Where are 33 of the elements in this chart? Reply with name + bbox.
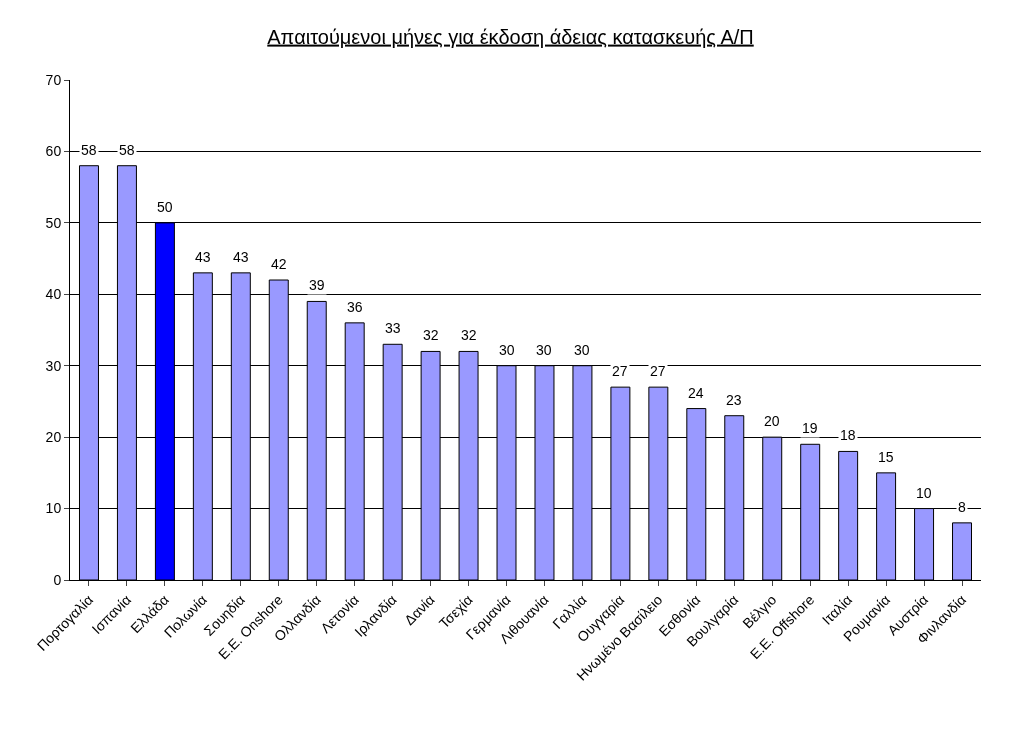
data-label: 8 <box>958 499 966 515</box>
chart-title: Απαιτούμενοι μήνες για έκδοση άδειας κατασκευής Α/Π <box>267 25 754 48</box>
y-tick-label: 30 <box>45 357 62 374</box>
data-label: 50 <box>157 199 173 215</box>
y-tick-label: 0 <box>53 571 62 588</box>
y-tick-label: 50 <box>45 214 62 231</box>
data-label: 42 <box>271 256 287 272</box>
y-tick-label: 40 <box>45 286 62 303</box>
data-label: 58 <box>81 142 97 158</box>
data-label: 10 <box>916 485 932 501</box>
data-label: 43 <box>195 249 211 265</box>
data-label: 36 <box>347 299 363 315</box>
data-label: 15 <box>878 449 894 465</box>
data-label: 27 <box>650 363 666 379</box>
data-label: 33 <box>385 320 401 336</box>
data-label: 39 <box>309 277 325 293</box>
data-label: 27 <box>612 363 628 379</box>
data-label: 24 <box>688 385 704 401</box>
data-label: 18 <box>840 427 856 443</box>
data-label: 43 <box>233 249 249 265</box>
y-tick-label: 70 <box>45 71 62 88</box>
data-label: 30 <box>536 342 552 358</box>
data-label: 30 <box>574 342 590 358</box>
data-label: 20 <box>764 413 780 429</box>
y-tick-label: 20 <box>45 429 62 446</box>
data-label: 23 <box>726 392 742 408</box>
data-label: 32 <box>461 327 477 343</box>
data-label: 32 <box>423 327 439 343</box>
data-label: 19 <box>802 420 818 436</box>
data-label: 58 <box>119 142 135 158</box>
y-tick-label: 60 <box>45 143 62 160</box>
data-label: 30 <box>499 342 515 358</box>
y-tick-label: 10 <box>45 500 62 517</box>
